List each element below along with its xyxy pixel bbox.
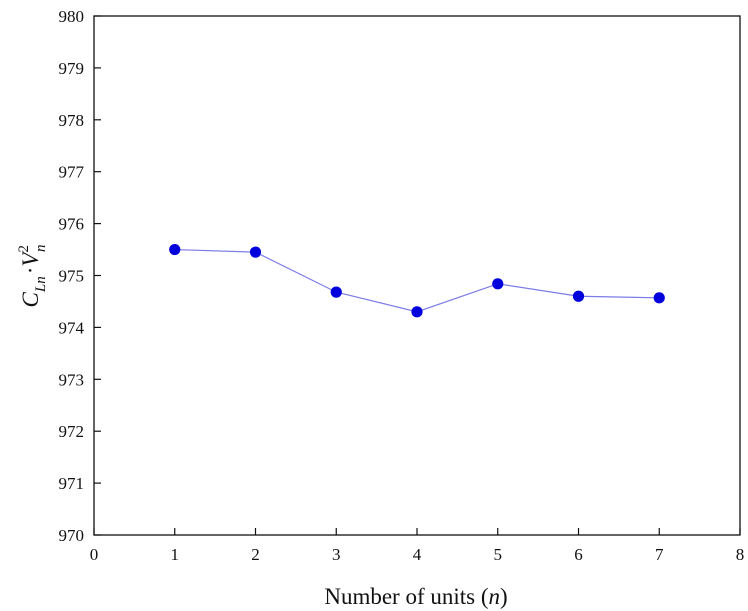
x-tick-label: 1 [171, 545, 180, 564]
y-title-v-sup: 2 [16, 245, 32, 253]
data-point [653, 292, 665, 304]
x-axis-title: Number of units (n) [324, 584, 507, 609]
y-tick-label: 974 [59, 318, 85, 337]
data-point [249, 246, 262, 258]
y-tick-label: 979 [59, 59, 85, 78]
x-tick-label: 0 [90, 545, 99, 564]
series-line [174, 248, 660, 313]
data-point [330, 286, 342, 298]
data-point [169, 243, 181, 256]
y-tick-label: 971 [59, 474, 85, 493]
plot-frame [93, 15, 741, 536]
y-title-v-sub: n [33, 245, 49, 253]
y-tick-label: 978 [59, 111, 85, 130]
x-axis-title-var: n [489, 584, 501, 609]
ticks-layer: 0 1 2 3 4 5 6 7 8 970 971 972 973 974 975 976 977 978 979 9… [59, 7, 745, 564]
x-axis-title-suffix: ) [500, 584, 508, 609]
x-tick-label: 6 [574, 545, 583, 564]
y-title-v: V [18, 250, 43, 267]
y-title-c: C [18, 291, 43, 307]
x-tick-label: 7 [655, 545, 664, 564]
plot-layer [169, 243, 665, 318]
y-tick-label: 970 [59, 526, 85, 545]
y-title-dot: · [18, 267, 43, 275]
x-tick-label: 5 [494, 545, 503, 564]
x-tick-label: 3 [332, 545, 341, 564]
y-tick-label: 972 [59, 422, 85, 441]
x-tick-label: 2 [251, 545, 260, 564]
y-tick-label: 976 [59, 215, 85, 234]
y-axis-title: CLn·V2n [16, 245, 49, 308]
y-tick-label: 973 [59, 370, 85, 389]
x-axis-title-prefix: Number of units ( [324, 584, 488, 609]
data-point [411, 306, 423, 318]
y-tick-label: 977 [59, 163, 85, 182]
y-title-c-sub: Ln [33, 276, 49, 293]
y-tick-label: 975 [59, 267, 85, 286]
x-tick-label: 8 [736, 545, 745, 564]
data-point [492, 278, 504, 290]
data-point [572, 290, 585, 302]
x-tick-label: 4 [413, 545, 422, 564]
y-tick-label: 980 [59, 7, 85, 26]
